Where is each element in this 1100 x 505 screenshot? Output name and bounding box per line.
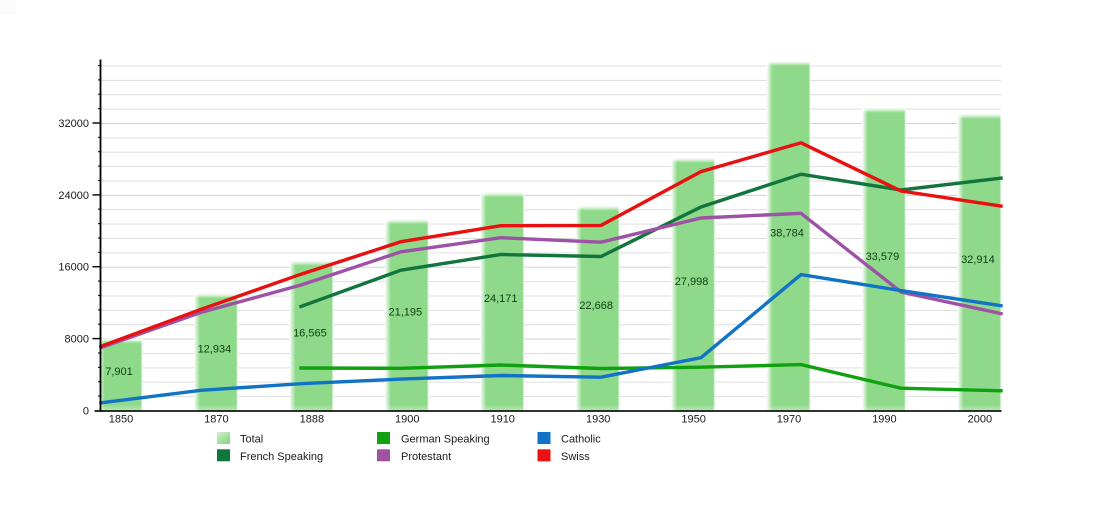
svg-text:16000: 16000 xyxy=(58,262,89,274)
svg-text:24000: 24000 xyxy=(58,190,89,202)
svg-text:1850: 1850 xyxy=(109,414,133,426)
svg-text:German Speaking: German Speaking xyxy=(401,434,490,446)
svg-text:2000: 2000 xyxy=(968,414,992,426)
svg-text:1990: 1990 xyxy=(872,414,896,426)
svg-text:Protestant: Protestant xyxy=(401,451,451,463)
svg-text:Catholic: Catholic xyxy=(561,434,601,446)
svg-text:24,171: 24,171 xyxy=(484,293,518,305)
svg-text:33,579: 33,579 xyxy=(866,251,900,263)
svg-text:12,934: 12,934 xyxy=(198,344,232,356)
svg-text:Swiss: Swiss xyxy=(561,451,590,463)
svg-text:27,998: 27,998 xyxy=(675,276,709,288)
svg-text:16,565: 16,565 xyxy=(293,327,327,339)
svg-text:1970: 1970 xyxy=(777,414,801,426)
svg-text:21,195: 21,195 xyxy=(388,307,422,319)
svg-text:1888: 1888 xyxy=(300,414,324,426)
svg-text:0: 0 xyxy=(83,405,89,417)
svg-text:8000: 8000 xyxy=(65,334,89,346)
svg-text:38,784: 38,784 xyxy=(770,228,804,240)
svg-text:1910: 1910 xyxy=(490,414,514,426)
svg-text:Total: Total xyxy=(240,434,263,446)
svg-text:1870: 1870 xyxy=(204,414,228,426)
svg-text:1950: 1950 xyxy=(681,414,705,426)
svg-text:7,901: 7,901 xyxy=(105,366,133,378)
svg-text:32000: 32000 xyxy=(58,118,89,130)
svg-text:22,668: 22,668 xyxy=(579,300,613,312)
svg-text:1900: 1900 xyxy=(395,414,419,426)
svg-text:1930: 1930 xyxy=(586,414,610,426)
svg-text:French Speaking: French Speaking xyxy=(240,451,323,463)
svg-text:32,914: 32,914 xyxy=(961,254,995,266)
